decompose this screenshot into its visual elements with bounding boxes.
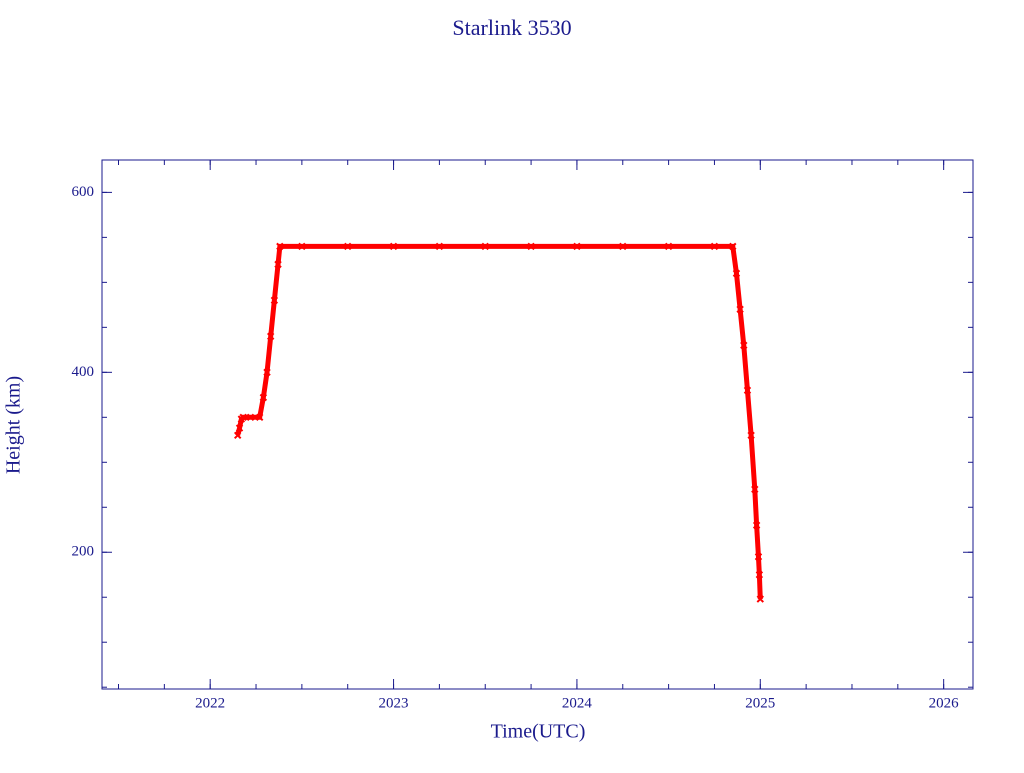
point <box>710 242 719 251</box>
point <box>344 242 352 251</box>
point <box>664 242 673 251</box>
point <box>266 332 275 341</box>
point <box>389 242 398 251</box>
x-tick-label: 2022 <box>195 695 225 711</box>
point <box>573 242 581 251</box>
point <box>751 485 759 493</box>
point <box>740 341 748 350</box>
point <box>298 242 306 251</box>
x-tick-label: 2023 <box>379 695 409 711</box>
point <box>255 413 264 422</box>
point <box>263 368 271 377</box>
plot-frame <box>101 159 974 690</box>
x-tick-label: 2026 <box>929 695 960 711</box>
x-tick-label: 2024 <box>562 695 593 711</box>
point <box>729 242 737 251</box>
point <box>235 424 244 432</box>
point <box>246 413 255 422</box>
point <box>276 242 284 251</box>
x-axis-label: Time(UTC) <box>491 721 586 743</box>
point <box>754 553 763 561</box>
point <box>233 431 242 440</box>
y-axis-label: Height (km) <box>3 376 25 474</box>
point <box>481 242 489 251</box>
point <box>270 296 279 305</box>
point <box>527 242 535 251</box>
point <box>755 571 764 579</box>
y-tick-label: 400 <box>72 364 95 380</box>
chart-title: Starlink 3530 <box>452 15 571 40</box>
point <box>747 431 755 440</box>
point <box>736 305 744 314</box>
point <box>274 260 282 269</box>
point <box>743 386 752 395</box>
point <box>752 521 761 529</box>
point <box>756 595 765 603</box>
point <box>259 393 268 402</box>
y-tick-label: 200 <box>72 544 95 560</box>
point <box>732 269 741 278</box>
point <box>619 242 627 251</box>
point <box>239 413 247 422</box>
point <box>435 242 444 251</box>
y-tick-label: 600 <box>72 184 95 200</box>
x-tick-label: 2025 <box>745 695 775 711</box>
